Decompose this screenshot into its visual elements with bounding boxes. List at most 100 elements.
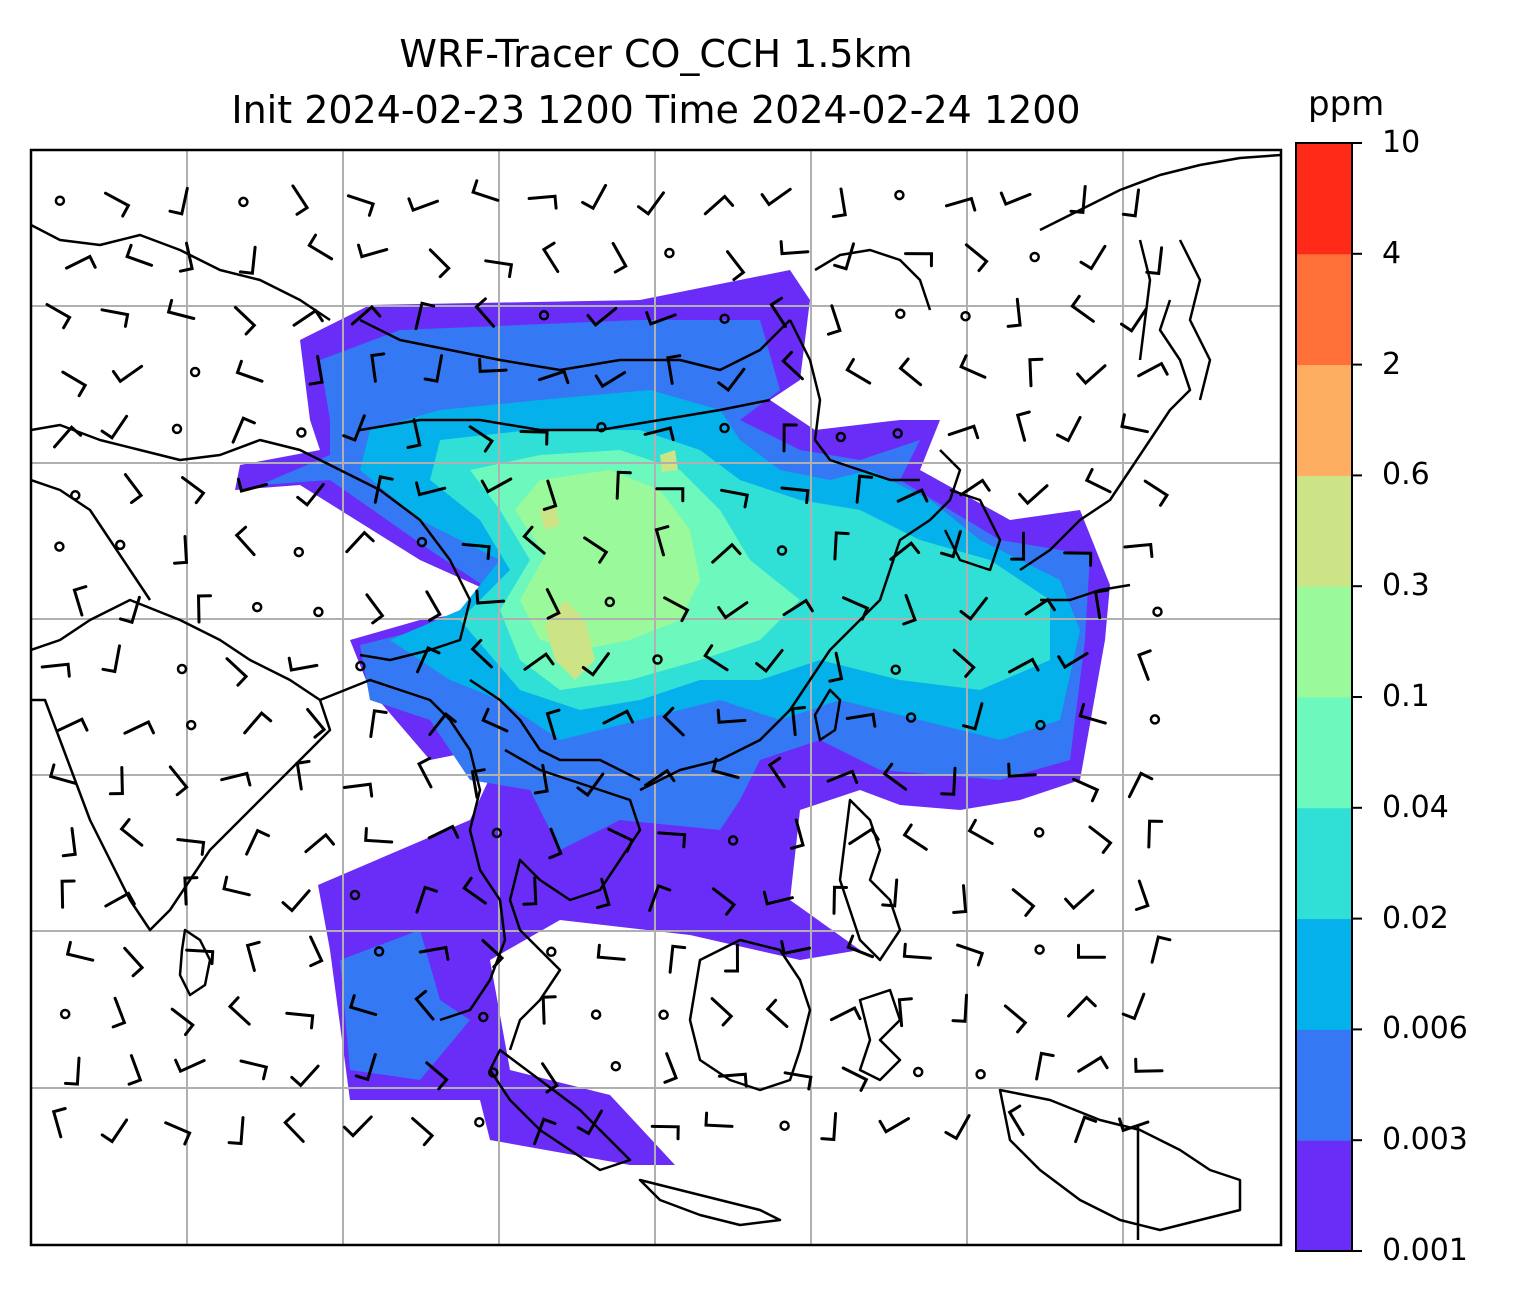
wind-barb [780,486,810,505]
wind-barb [902,593,917,626]
wind-barb [637,191,665,216]
wind-barb [889,541,921,561]
wind-barb [782,423,798,453]
wind-barb [710,997,734,1027]
calm-wind-circle [727,835,739,846]
wind-barb [848,827,880,845]
wind-barb [541,241,560,273]
map-title-line2: Init 2024-02-23 1200 Time 2024-02-24 120… [231,88,1081,132]
wind-barb [717,367,746,393]
wind-barb [1079,244,1107,271]
wind-barb [545,708,561,740]
wind-barb [826,769,859,784]
wind-barb [1067,995,1097,1018]
colorbar-segment [1296,475,1352,587]
wind-barb [295,759,311,791]
calm-wind-circle [176,663,188,675]
wind-barb [755,649,784,674]
calm-wind-circle [719,422,730,434]
wind-barb [348,994,378,1017]
wind-barb [235,359,264,383]
wind-barb [576,1109,603,1136]
wind-barb [416,646,441,674]
wind-barb [537,369,570,385]
wind-barb [354,1053,377,1082]
calm-wind-circle [238,196,249,208]
calm-wind-circle [171,423,183,435]
wind-barb [717,601,749,620]
calm-wind-circle [835,431,847,443]
wind-barb [407,197,439,213]
wind-barb [607,827,635,853]
wind-barb [173,535,189,565]
calm-wind-circle [349,889,361,901]
wind-barb [425,1061,449,1091]
wind-barb [711,757,740,779]
wind-barb [461,542,491,561]
wind-barb [832,885,848,915]
wind-barb [828,651,844,683]
calm-wind-circle [960,310,971,322]
wind-barb [287,656,319,672]
wind-barb [233,305,257,336]
wind-barb [896,488,929,503]
wind-barb [527,194,558,210]
wind-barb [484,259,514,279]
map-title-line1: WRF-Tracer CO_CCH 1.5km [399,32,913,76]
colorbar-tick-label: 2 [1382,346,1402,382]
calm-wind-circle [373,946,385,957]
calm-wind-circle [892,428,903,439]
wind-barb [428,711,457,736]
wind-barb [281,889,311,913]
coastline-japan [1019,299,1192,602]
wind-barb [952,884,968,914]
coastline-indochina [504,748,642,1051]
calm-wind-circle [1029,251,1040,263]
wind-barb [1093,588,1109,620]
wind-barb [663,1052,679,1084]
wind-barb [480,477,513,494]
wind-barb [291,184,310,216]
wind-barb [468,425,494,453]
calm-wind-circle [905,712,917,723]
wind-barb [414,301,436,331]
calm-wind-circle [1152,606,1163,617]
wind-barb [951,993,968,1023]
calm-wind-circle [1034,944,1045,955]
wind-barb [64,1056,81,1086]
wind-barb [231,416,256,444]
wind-barb [846,934,874,959]
coastline-borneo [688,938,812,1092]
wind-barb [1084,468,1112,494]
calm-wind-circle [658,1009,669,1021]
wind-barb [643,426,675,442]
wind-barb [595,877,611,910]
border-china-east [788,248,932,482]
wind-barb [1028,357,1044,388]
calm-wind-circle [590,1009,602,1020]
wind-barb [541,1062,559,1094]
wind-barb [790,706,806,737]
wind-barb [100,308,130,328]
wind-barb [1145,246,1164,276]
wind-barb [101,644,121,674]
calm-wind-circle [355,660,366,672]
wind-barb [781,350,804,381]
wind-barb [168,186,189,216]
wind-barb [644,768,676,787]
wind-barb [285,1011,315,1030]
colorbar-segment [1296,143,1352,255]
calm-wind-circle [895,308,906,320]
wind-barb [364,827,394,844]
wind-barb [650,1124,680,1141]
wind-barb [522,876,538,906]
wind-barb [308,354,324,386]
coastline-java [638,1178,782,1227]
wind-barb [967,818,994,845]
wind-barb [952,648,976,678]
calm-wind-circle [70,490,81,501]
wind-barb [1018,484,1049,506]
wind-barb [304,832,335,854]
colorbar-tick-label: 0.006 [1382,1011,1468,1047]
wind-barb [1147,819,1164,849]
